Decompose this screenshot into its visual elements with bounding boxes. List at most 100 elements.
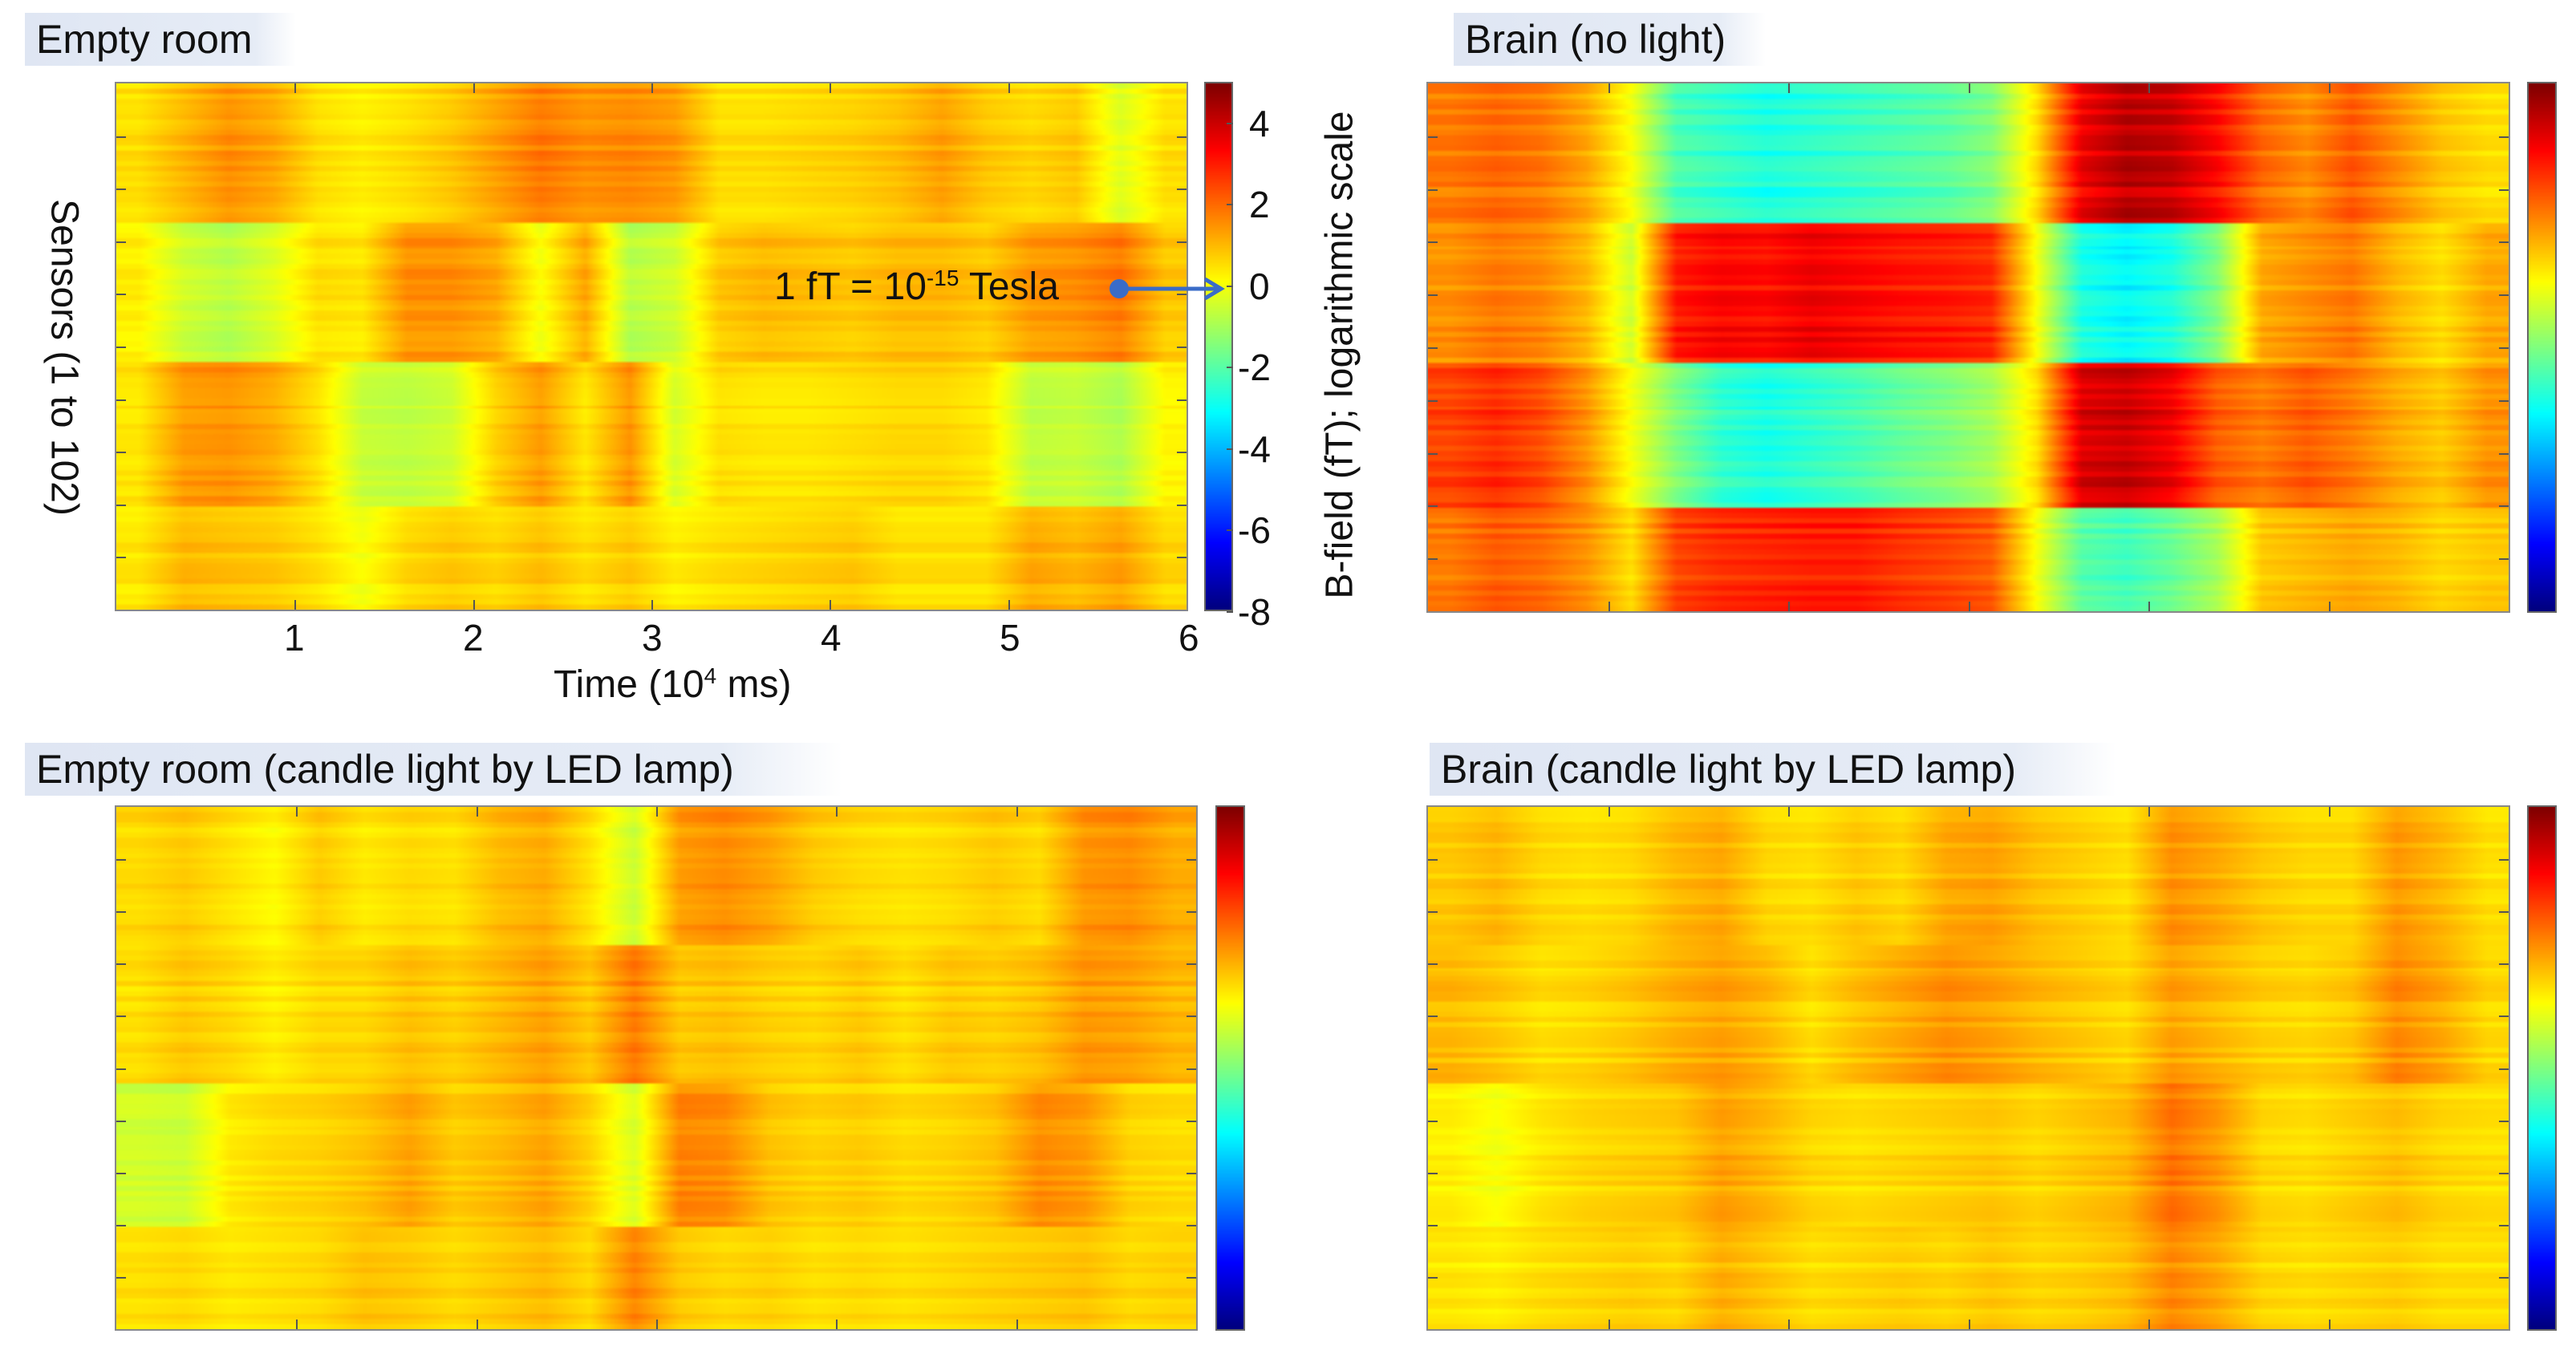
- x-tick-mark: [1016, 807, 1018, 817]
- y-tick-mark: [116, 1120, 126, 1122]
- x-tick-mark: [1608, 602, 1610, 611]
- colorbar-4: [2527, 805, 2557, 1331]
- y-tick-mark: [1428, 136, 1438, 138]
- y-tick-mark: [116, 911, 126, 914]
- x-tick-mark: [1608, 83, 1610, 93]
- x-tick-mark: [2148, 807, 2150, 817]
- colorbar-tick-label: 2: [1249, 184, 1270, 226]
- y-tick-mark: [1428, 241, 1438, 244]
- x-tick-label: 4: [821, 617, 842, 659]
- y-tick-mark: [2499, 505, 2509, 508]
- x-tick-mark: [836, 807, 838, 817]
- y-tick-mark: [116, 1016, 126, 1018]
- y-tick-mark: [1187, 859, 1196, 861]
- x-tick-label: 6: [1178, 617, 1199, 659]
- y-tick-mark: [2499, 1224, 2509, 1226]
- y-tick-mark: [116, 963, 126, 966]
- y-tick-mark: [2499, 136, 2509, 138]
- y-tick-mark: [1177, 557, 1187, 559]
- y-tick-mark: [1428, 558, 1438, 561]
- y-tick-mark: [1187, 911, 1196, 914]
- y-tick-mark: [1187, 1276, 1196, 1279]
- y-tick-mark: [1177, 452, 1187, 454]
- y-tick-mark: [116, 399, 126, 401]
- x-tick-mark: [473, 600, 475, 610]
- x-tick-mark: [294, 83, 297, 93]
- x-tick-mark: [1968, 1320, 1970, 1329]
- colorbar-tick-label: 0: [1249, 265, 1270, 307]
- y-tick-mark: [116, 1276, 126, 1279]
- x-tick-mark: [1788, 1320, 1790, 1329]
- y-tick-mark: [2499, 1276, 2509, 1279]
- y-tick-mark: [1428, 189, 1438, 191]
- x-tick-mark: [830, 83, 832, 93]
- y-tick-mark: [1428, 505, 1438, 508]
- x-tick-mark: [1788, 83, 1790, 93]
- y-tick-mark: [1177, 294, 1187, 296]
- y-tick-mark: [2499, 1120, 2509, 1122]
- unit-annotation: 1 fT = 10-15 Tesla: [774, 266, 1059, 308]
- x-tick-mark: [1968, 602, 1970, 611]
- x-tick-mark: [1016, 1320, 1018, 1329]
- x-axis-label: Time (104 ms): [554, 663, 792, 706]
- y-tick-mark: [1428, 911, 1438, 914]
- colorbar-tick-label: 4: [1249, 102, 1270, 144]
- panel-title-empty-room: Empty room: [25, 13, 296, 66]
- y-tick-mark: [1187, 1068, 1196, 1070]
- y-tick-mark: [116, 294, 126, 296]
- y-tick-mark: [1187, 1224, 1196, 1226]
- y-tick-mark: [1187, 1120, 1196, 1122]
- colorbar-2: [2527, 82, 2557, 613]
- x-tick-mark: [1788, 602, 1790, 611]
- y-tick-mark: [2499, 1016, 2509, 1018]
- colorbar-tick-mark: [1227, 529, 1233, 532]
- y-tick-mark: [2499, 1172, 2509, 1174]
- x-tick-mark: [2328, 83, 2331, 93]
- panel-title-brain-candle: Brain (candle light by LED lamp): [1430, 743, 2116, 796]
- colorbar-tick-mark: [1227, 611, 1233, 613]
- y-tick-mark: [116, 1068, 126, 1070]
- x-tick-mark: [1008, 600, 1010, 610]
- x-tick-mark: [294, 600, 297, 610]
- heatmap-empty-room-candle: [115, 805, 1198, 1331]
- y-tick-mark: [1187, 1172, 1196, 1174]
- colorbar-tick-label: -4: [1238, 428, 1271, 470]
- y-tick-mark: [1177, 189, 1187, 191]
- y-tick-mark: [116, 1172, 126, 1174]
- y-tick-mark: [2499, 347, 2509, 349]
- x-tick-mark: [836, 1320, 838, 1329]
- colorbar-tick-mark: [1227, 448, 1233, 450]
- y-tick-mark: [1177, 241, 1187, 243]
- y-tick-mark: [1177, 136, 1187, 138]
- colorbar-tick-mark: [1227, 367, 1233, 369]
- y-tick-mark: [2499, 963, 2509, 966]
- y-tick-mark: [1428, 963, 1438, 966]
- heatmap-brain-no-light: [1426, 82, 2510, 613]
- colorbar-tick-mark: [1227, 122, 1233, 124]
- x-tick-mark: [830, 600, 832, 610]
- colorbar-3: [1215, 805, 1245, 1331]
- x-tick-mark: [296, 807, 298, 817]
- x-tick-mark: [651, 83, 653, 93]
- heatmap-cells: [1428, 83, 2509, 611]
- x-tick-label: 5: [1000, 617, 1020, 659]
- colorbar-1: [1204, 82, 1233, 611]
- y-tick-mark: [1177, 504, 1187, 506]
- colorbar-tick-mark: [1227, 204, 1233, 206]
- y-tick-mark: [116, 452, 126, 454]
- y-tick-mark: [1428, 1224, 1438, 1226]
- x-tick-mark: [2148, 1320, 2150, 1329]
- y-tick-mark: [1428, 1016, 1438, 1018]
- y-tick-mark: [1177, 347, 1187, 348]
- x-tick-mark: [1608, 1320, 1610, 1329]
- y-tick-mark: [2499, 241, 2509, 244]
- y-tick-mark: [116, 1224, 126, 1226]
- y-tick-mark: [1428, 399, 1438, 402]
- y-tick-mark: [2499, 294, 2509, 297]
- x-tick-label: 3: [642, 617, 663, 659]
- x-tick-label: 1: [284, 617, 305, 659]
- x-tick-mark: [656, 1320, 658, 1329]
- y-tick-mark: [116, 859, 126, 861]
- x-tick-mark: [296, 1320, 298, 1329]
- y-tick-mark: [2499, 1068, 2509, 1070]
